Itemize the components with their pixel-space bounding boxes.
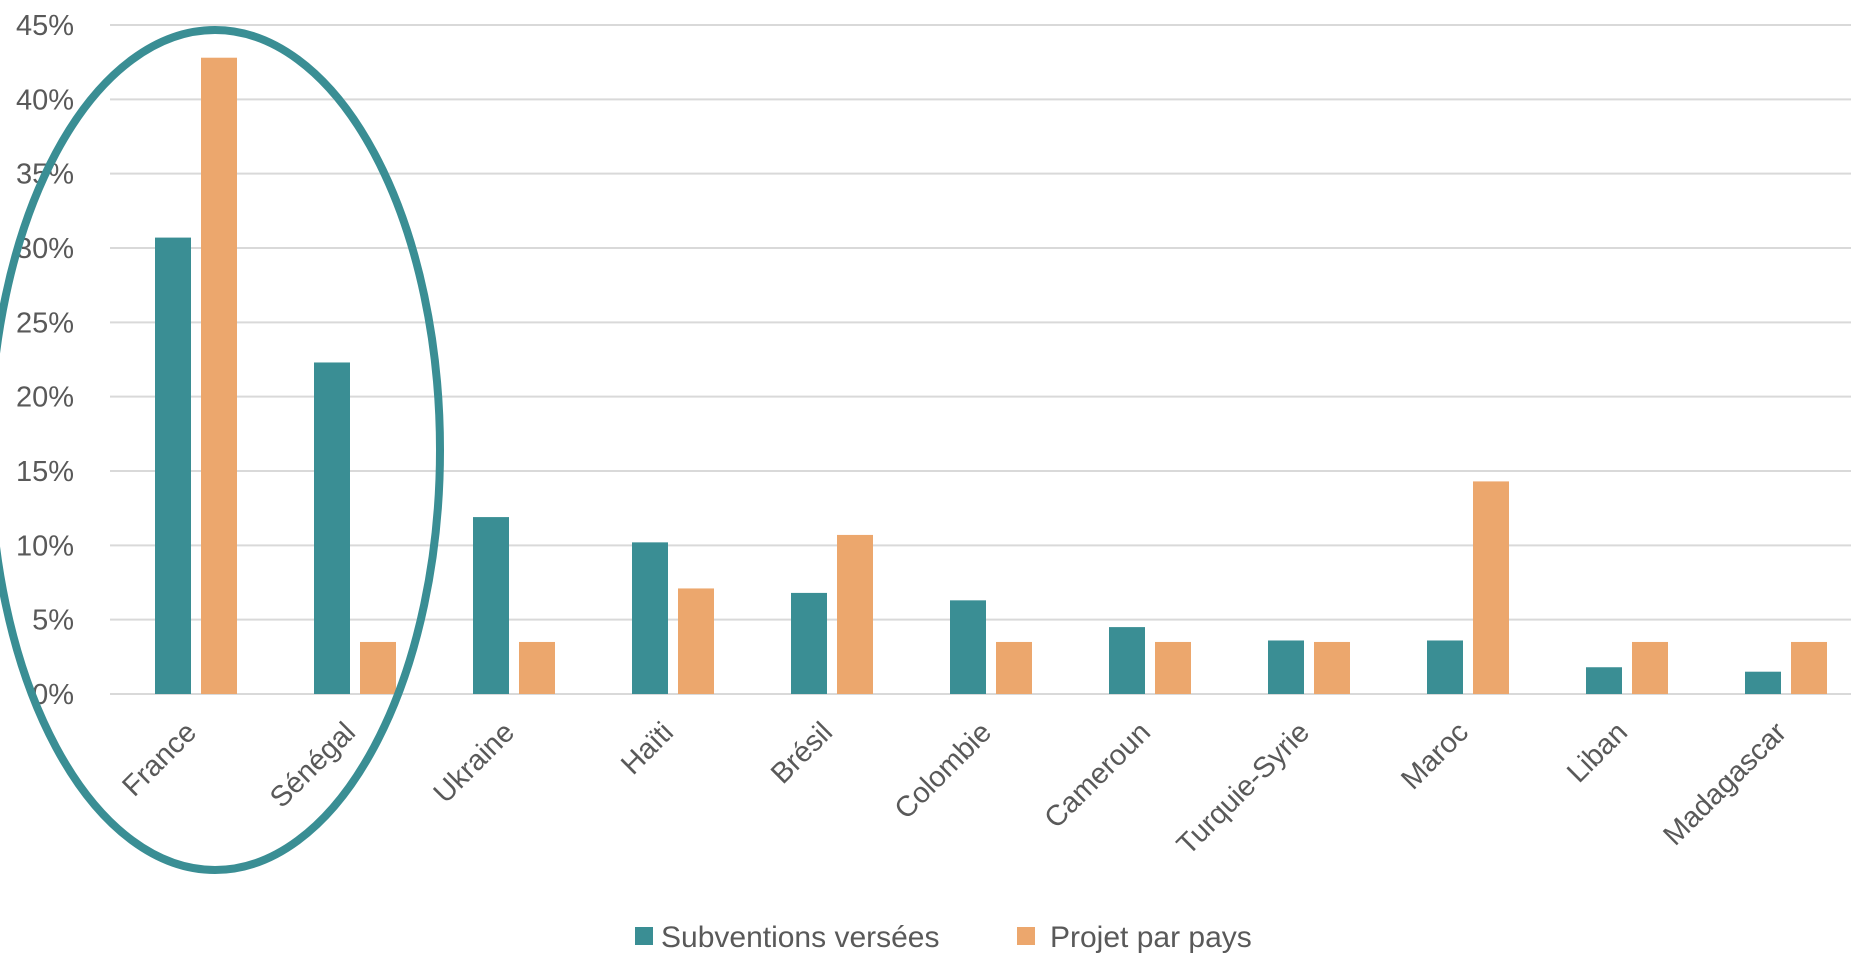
bar-projet-3 xyxy=(678,588,714,694)
bar-subventions-5 xyxy=(950,600,986,694)
bar-projet-4 xyxy=(837,534,873,694)
bars xyxy=(155,57,1827,695)
y-tick-label: 15% xyxy=(16,456,74,488)
bar-subventions-7 xyxy=(1268,640,1304,694)
bar-projet-5 xyxy=(996,641,1032,694)
bar-subventions-10 xyxy=(1745,671,1781,694)
x-tick-label: France xyxy=(116,716,202,802)
x-tick-label: Turquie-Syrie xyxy=(1171,716,1316,861)
x-tick-label: Cameroun xyxy=(1039,716,1157,834)
bar-subventions-0 xyxy=(155,237,191,695)
bar-subventions-4 xyxy=(791,592,827,694)
bar-subventions-9 xyxy=(1586,667,1622,694)
legend-label: Projet par pays xyxy=(1050,921,1252,954)
bar-subventions-8 xyxy=(1427,640,1463,694)
bar-projet-7 xyxy=(1314,641,1350,694)
gridlines xyxy=(110,24,1851,695)
highlight-ellipse xyxy=(0,26,444,874)
x-tick-label: Maroc xyxy=(1395,716,1475,796)
bar-projet-8 xyxy=(1473,481,1509,694)
x-tick-label: Liban xyxy=(1561,716,1634,789)
bar-projet-2 xyxy=(519,641,555,694)
legend-swatch xyxy=(1017,927,1035,945)
bar-projet-6 xyxy=(1155,641,1191,694)
x-tick-label: Colombie xyxy=(889,716,998,825)
legend-label: Subventions versées xyxy=(661,921,940,954)
bar-projet-1 xyxy=(360,641,396,694)
y-axis-ticks: 0%5%10%15%20%25%30%35%40%45% xyxy=(16,10,74,711)
legend: Subventions versées Projet par pays xyxy=(635,921,1252,954)
y-tick-label: 5% xyxy=(32,605,74,637)
x-tick-label: Madagascar xyxy=(1657,716,1793,852)
legend-swatch xyxy=(635,927,653,945)
x-tick-label: Sénégal xyxy=(264,716,362,814)
bar-subventions-2 xyxy=(473,517,509,694)
x-axis-labels: France Sénégal Ukraine Haïti Brésil Colombie C… xyxy=(116,716,1793,861)
y-tick-label: 10% xyxy=(16,530,74,562)
y-tick-label: 20% xyxy=(16,382,74,414)
bar-projet-10 xyxy=(1791,641,1827,694)
y-tick-label: 25% xyxy=(16,307,74,339)
x-tick-label: Ukraine xyxy=(428,716,521,809)
x-tick-label: Haïti xyxy=(615,716,680,781)
x-tick-label: Brésil xyxy=(765,716,839,790)
y-tick-label: 30% xyxy=(16,233,74,265)
bar-projet-9 xyxy=(1632,641,1668,694)
bar-projet-0 xyxy=(201,57,237,694)
bar-subventions-6 xyxy=(1109,627,1145,694)
highlight-annotation xyxy=(0,26,444,874)
y-tick-label: 40% xyxy=(16,84,74,116)
y-tick-label: 45% xyxy=(16,10,74,42)
bar-subventions-3 xyxy=(632,542,668,694)
bar-subventions-1 xyxy=(314,362,350,694)
